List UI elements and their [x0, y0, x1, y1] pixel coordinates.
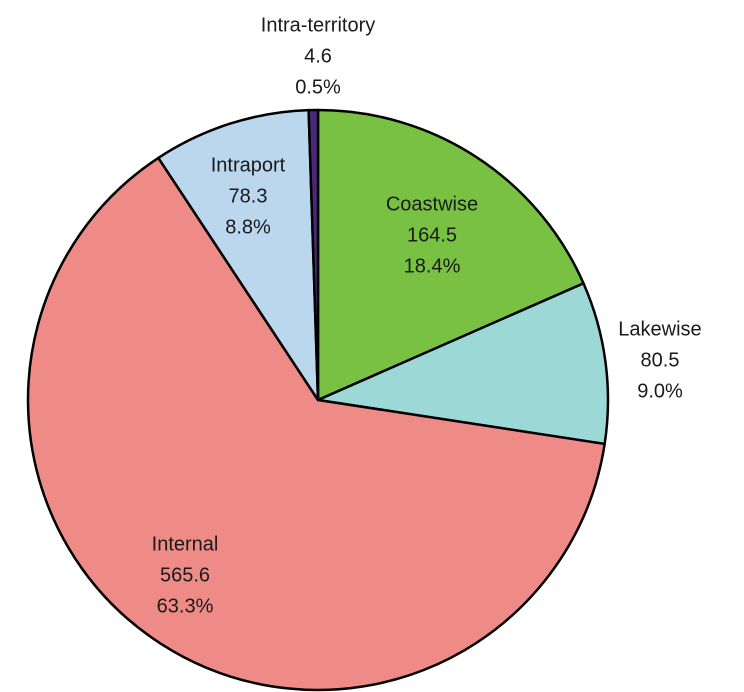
slice-label: Lakewise: [618, 318, 701, 340]
percent-label: 0.5%: [295, 76, 341, 98]
value-label: 80.5: [641, 349, 680, 371]
value-label: 78.3: [229, 185, 268, 207]
percent-label: 8.8%: [225, 216, 271, 238]
pie-slice: [316, 108, 585, 402]
value-label: 164.5: [407, 224, 457, 246]
slice-label: Intraport: [211, 154, 286, 176]
value-label: 4.6: [304, 45, 332, 67]
pie-slice: [157, 108, 320, 402]
percent-label: 9.0%: [637, 380, 683, 402]
pie-slice: [307, 108, 320, 402]
percent-label: 18.4%: [404, 255, 461, 277]
percent-label: 63.3%: [157, 595, 214, 617]
pie-slice: [316, 282, 610, 446]
pie-slice: [26, 156, 606, 692]
slice-label: Internal: [152, 533, 219, 555]
slice-label: Intra-territory: [261, 14, 375, 36]
value-label: 565.6: [160, 564, 210, 586]
slice-label: Coastwise: [386, 193, 478, 215]
